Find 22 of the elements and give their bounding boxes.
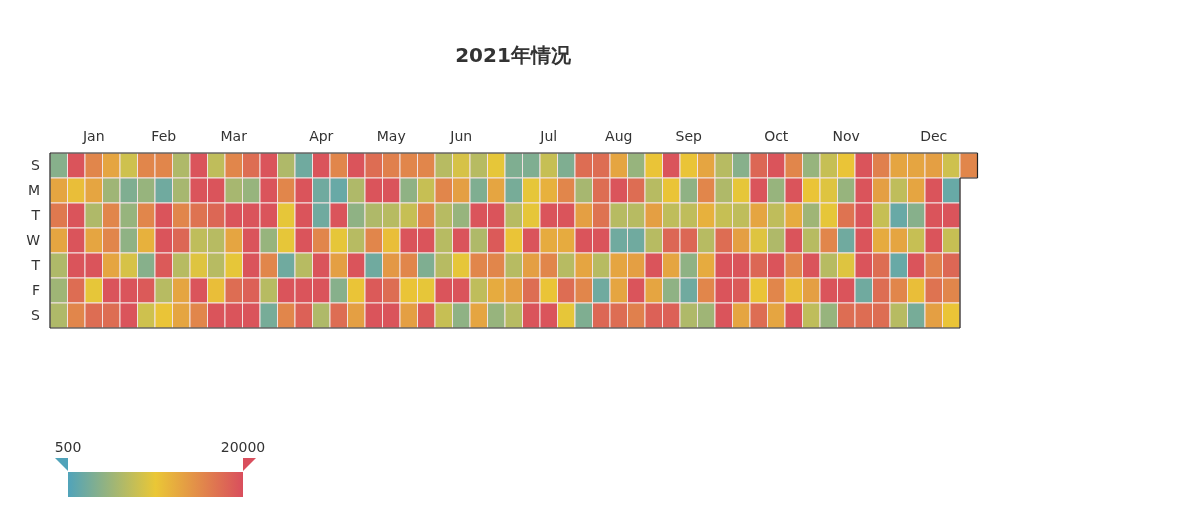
x-tick-label: Jun [449, 128, 473, 144]
x-tick-label: May [376, 128, 406, 144]
x-tick-label: Oct [764, 128, 789, 144]
color-bar-label: 500 [54, 439, 82, 455]
x-tick-label: Apr [309, 128, 334, 144]
x-tick-label: Feb [151, 128, 177, 144]
y-tick-label: S [31, 307, 41, 324]
x-tick-label: Aug [605, 128, 633, 144]
y-tick-label: T [30, 207, 41, 224]
x-tick-label: Nov [832, 128, 860, 144]
y-tick-label: W [26, 232, 41, 249]
y-tick-label: T [30, 257, 41, 274]
chart-title: 2021年情况 [454, 42, 572, 69]
x-tick-label: Sep [675, 128, 703, 144]
y-tick-label: S [31, 157, 41, 174]
x-tick-label: Mar [220, 128, 248, 144]
x-tick-label: Dec [920, 128, 948, 144]
x-tick-label: Jan [81, 128, 105, 144]
x-tick-label: Jul [539, 128, 558, 144]
y-tick-label: F [31, 282, 40, 299]
y-tick-label: M [27, 182, 40, 199]
color-bar-label: 20000 [220, 439, 266, 455]
